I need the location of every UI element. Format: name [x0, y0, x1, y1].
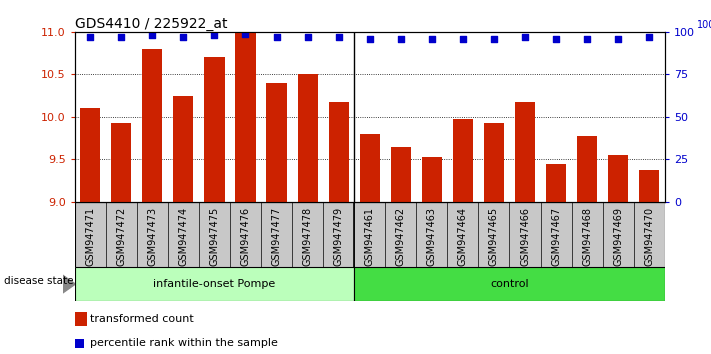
Polygon shape — [63, 275, 75, 293]
Point — [209, 33, 220, 38]
Bar — [484, 123, 504, 202]
Bar — [608, 155, 629, 202]
Text: GSM947465: GSM947465 — [489, 207, 499, 266]
Bar — [390, 147, 411, 202]
Bar — [75, 267, 354, 301]
Bar — [267, 83, 287, 202]
Text: GSM947478: GSM947478 — [303, 207, 313, 266]
Text: transformed count: transformed count — [90, 314, 194, 324]
Bar — [515, 102, 535, 202]
Text: GSM947463: GSM947463 — [427, 207, 437, 266]
Point — [582, 36, 593, 41]
Point — [240, 31, 251, 36]
Point — [146, 33, 158, 38]
Point — [643, 34, 655, 40]
Point — [395, 36, 407, 41]
Bar — [173, 96, 193, 202]
Bar — [297, 74, 318, 202]
Point — [178, 34, 189, 40]
Point — [85, 34, 96, 40]
Point — [333, 34, 344, 40]
Point — [519, 34, 530, 40]
Text: GDS4410 / 225922_at: GDS4410 / 225922_at — [75, 17, 227, 31]
Bar — [577, 136, 597, 202]
Text: GSM947461: GSM947461 — [365, 207, 375, 266]
Bar — [360, 134, 380, 202]
Text: GSM947471: GSM947471 — [85, 207, 95, 266]
Text: infantile-onset Pompe: infantile-onset Pompe — [154, 279, 276, 289]
Bar — [111, 123, 132, 202]
Text: GSM947468: GSM947468 — [582, 207, 592, 266]
Point — [550, 36, 562, 41]
Point — [426, 36, 437, 41]
Bar — [354, 267, 665, 301]
Bar — [546, 164, 566, 202]
Text: GSM947467: GSM947467 — [551, 207, 561, 266]
Text: percentile rank within the sample: percentile rank within the sample — [90, 338, 278, 348]
Text: GSM947470: GSM947470 — [644, 207, 654, 266]
Point — [271, 34, 282, 40]
Point — [612, 36, 624, 41]
Text: GSM947475: GSM947475 — [210, 207, 220, 266]
Text: GSM947479: GSM947479 — [333, 207, 343, 266]
Point — [364, 36, 375, 41]
Text: disease state: disease state — [4, 275, 73, 286]
Point — [488, 36, 500, 41]
Text: GSM947466: GSM947466 — [520, 207, 530, 266]
Bar — [80, 108, 100, 202]
Bar — [639, 170, 659, 202]
Text: control: control — [490, 279, 529, 289]
Text: GSM947462: GSM947462 — [396, 207, 406, 266]
Point — [116, 34, 127, 40]
Bar — [142, 49, 162, 202]
Text: GSM947474: GSM947474 — [178, 207, 188, 266]
Text: GSM947469: GSM947469 — [613, 207, 624, 266]
Point — [302, 34, 314, 40]
Text: GSM947477: GSM947477 — [272, 207, 282, 266]
Bar — [453, 119, 473, 202]
Bar — [235, 32, 255, 202]
Bar — [204, 57, 225, 202]
Bar — [422, 157, 442, 202]
Text: GSM947476: GSM947476 — [240, 207, 250, 266]
Bar — [328, 102, 349, 202]
Text: GSM947464: GSM947464 — [458, 207, 468, 266]
Text: GSM947473: GSM947473 — [147, 207, 157, 266]
Text: GSM947472: GSM947472 — [116, 207, 127, 266]
Text: 100%: 100% — [697, 20, 711, 30]
Point — [457, 36, 469, 41]
